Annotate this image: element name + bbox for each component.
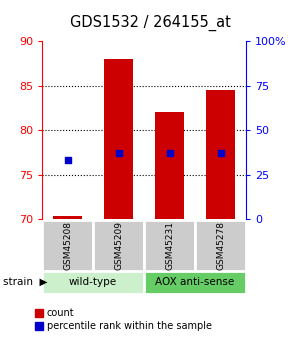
Text: GSM45208: GSM45208 bbox=[63, 221, 72, 270]
Text: GSM45278: GSM45278 bbox=[216, 221, 225, 270]
Text: AOX anti-sense: AOX anti-sense bbox=[155, 277, 235, 287]
Bar bbox=[104, 59, 133, 219]
Text: GSM45231: GSM45231 bbox=[165, 221, 174, 270]
Text: wild-type: wild-type bbox=[69, 277, 117, 287]
Legend: count, percentile rank within the sample: count, percentile rank within the sample bbox=[35, 308, 212, 332]
Point bbox=[218, 150, 223, 156]
FancyBboxPatch shape bbox=[144, 271, 246, 294]
FancyBboxPatch shape bbox=[42, 271, 144, 294]
FancyBboxPatch shape bbox=[195, 220, 246, 271]
Point bbox=[65, 158, 70, 163]
Text: strain  ▶: strain ▶ bbox=[3, 277, 47, 287]
Point bbox=[167, 150, 172, 156]
Bar bbox=[53, 216, 82, 219]
Text: GDS1532 / 264155_at: GDS1532 / 264155_at bbox=[70, 14, 230, 30]
Bar bbox=[206, 90, 235, 219]
FancyBboxPatch shape bbox=[93, 220, 144, 271]
Bar bbox=[155, 112, 184, 219]
Text: GSM45209: GSM45209 bbox=[114, 221, 123, 270]
FancyBboxPatch shape bbox=[42, 220, 93, 271]
Point bbox=[116, 150, 121, 156]
FancyBboxPatch shape bbox=[144, 220, 195, 271]
